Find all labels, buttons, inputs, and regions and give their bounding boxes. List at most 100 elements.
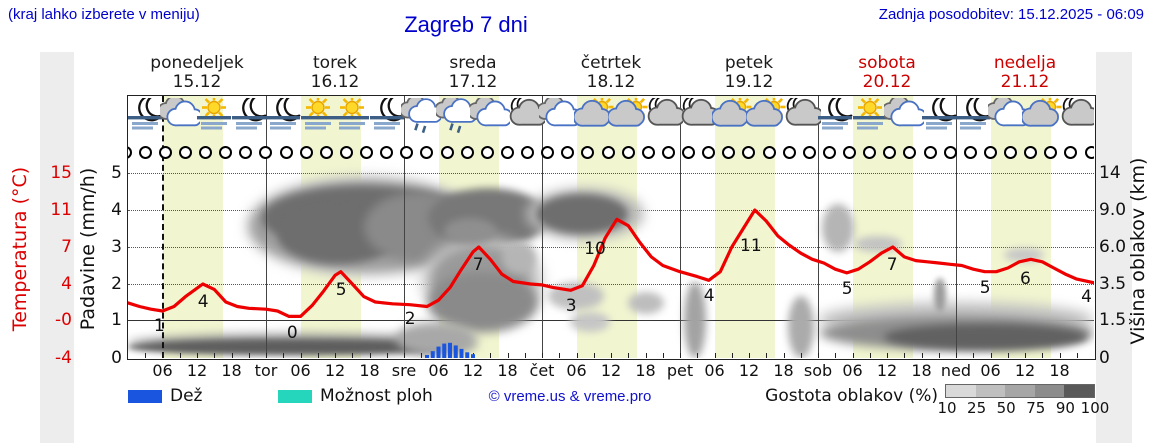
symbol-circle [661,146,675,159]
colorbar-tick-label: 90 [1055,399,1075,417]
x-tick-label: 12 [462,361,484,380]
temp-axis-label: Temperatura (°C) [9,166,31,332]
plot-area [128,96,1094,358]
x-minor-tick [887,353,888,358]
cloud-blob [934,278,946,312]
symbol-circle [963,146,977,159]
x-tick-label: 06 [290,361,311,380]
x-minor-tick [835,353,837,358]
weather-icon-partly-sunny [744,96,786,138]
x-minor-tick [766,353,768,358]
symbol-circle [983,146,997,159]
temperature-line [128,208,1094,318]
symbol-circle [219,146,233,159]
x-minor-tick [524,353,526,358]
weather-icon-partly-sunny [1020,96,1062,138]
temp-value-label: 4 [703,286,715,307]
cloud-tick: 9.0 [1099,200,1127,220]
symbol-circle [1004,146,1017,159]
weather-icon-fog-sun [850,96,890,138]
symbol-circle [742,146,756,159]
cloud-density-colorbar [945,384,1095,398]
cloud-tick: 6.0 [1099,237,1127,257]
weather-icon-fog-sun [332,96,372,138]
weather-icon-fog-night [229,96,269,138]
symbol-circle [923,146,937,159]
symbol-circle [521,146,534,159]
symbol-circle [360,146,373,159]
x-tick-label: 12 [186,361,208,380]
day-date: 15.12 [172,72,222,92]
temp-tick: 7 [61,237,72,257]
symbol-circle [380,146,394,159]
day-name: petek [724,53,774,73]
symbol-circle [1024,146,1038,159]
x-tick-label: 18 [773,361,794,380]
symbol-circle [178,146,192,159]
symbol-circle [843,146,856,159]
freezing-line [128,320,1094,321]
x-minor-tick [266,353,267,358]
symbol-circle [319,146,333,159]
x-minor-tick [800,353,802,358]
cloud-tick: 1.5 [1099,310,1127,330]
gridline [128,173,1094,174]
colorbar-segment [1034,385,1065,397]
weather-icon-fog-night [367,96,407,138]
symbol-circle [541,146,555,159]
symbol-circle [802,146,816,159]
colorbar-segment [1064,385,1094,397]
temp-value-label: 1 [153,316,165,336]
x-minor-tick [611,353,612,358]
temp-value-label: 11 [740,235,762,256]
colorbar-segment [975,385,1006,397]
cloud-blob [822,204,854,252]
x-minor-tick [231,353,233,358]
cloud-density-label: Gostota oblakov (%) [765,386,938,406]
last-update: Zadnja posodobitev: 15.12.2025 - 06:09 [878,6,1144,23]
x-minor-tick [300,353,302,358]
temp-value-label: 7 [886,255,898,275]
symbol-circle [621,146,635,159]
day-date: 20.12 [862,72,912,92]
x-minor-tick [714,353,716,358]
x-tick-label: 18 [221,361,242,380]
cloud-tick: 3.5 [1099,274,1127,294]
day-separator-line [956,96,957,358]
colorbar-tick-label: 75 [1026,399,1046,417]
day-name: četrtek [580,53,642,73]
x-tick-label: 12 [876,361,898,380]
x-minor-tick [869,353,871,358]
symbol-circle [279,146,293,159]
x-tick-label: 06 [152,361,173,380]
x-tick-label: 12 [1014,361,1036,380]
temp-value-label: 0 [286,323,298,344]
credit-link[interactable]: © vreme.us & vreme.pro [488,388,652,405]
symbol-circle [199,146,212,159]
symbol-circle [883,146,897,159]
weather-icon-partly-sunny [606,96,648,138]
x-minor-tick [576,353,578,358]
right-axis-strip [1096,52,1132,443]
x-minor-tick [542,353,543,358]
rain-bar [465,352,470,358]
precip-tick: 0 [111,348,122,368]
x-tick-label: 12 [738,361,760,380]
temp-value-label: 6 [1020,268,1031,289]
x-minor-tick [1042,353,1044,358]
x-minor-tick [731,353,733,358]
left-axis-strip [40,52,74,443]
x-minor-tick [818,353,819,358]
x-minor-tick [662,353,664,358]
symbol-circle [158,146,172,159]
day-name: nedelja [993,53,1057,73]
day-date: 19.12 [724,72,774,92]
temp-value-label: 10 [584,238,606,259]
page-title: Zagreb 7 dni [404,12,528,37]
symbol-circle [400,146,414,159]
precip-tick: 4 [111,200,122,220]
symbol-circle [440,146,454,159]
x-minor-tick [145,353,147,358]
day-separator-line [542,96,543,358]
x-minor-tick [214,353,216,358]
